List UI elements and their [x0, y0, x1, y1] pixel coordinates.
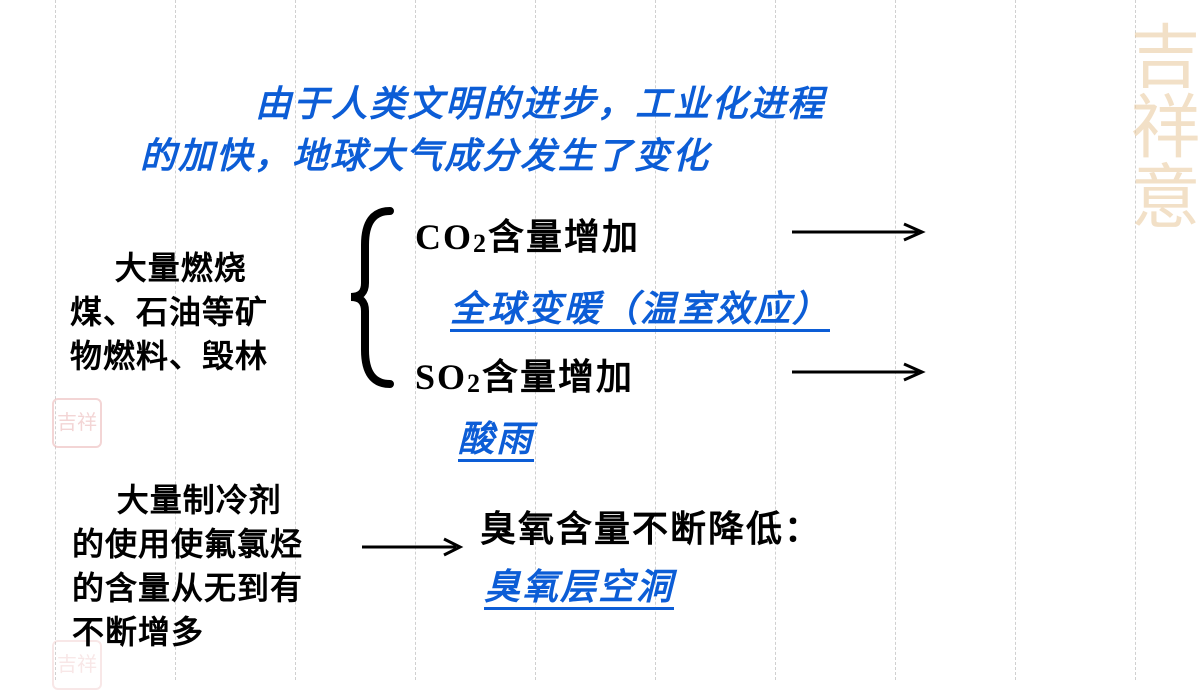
cause-2-line-2: 的使用使氟氯烃: [72, 522, 303, 566]
watermark-calligraphy: 吉祥意: [1127, 20, 1190, 230]
seal-stamp-1: 吉祥: [52, 398, 102, 448]
curly-brace: [345, 205, 400, 390]
cause-1-line-3: 物燃料、毁林: [70, 334, 268, 378]
effect-co2-row: CO2含量增加: [415, 208, 640, 260]
cause-1-line-1: 大量燃烧: [70, 246, 268, 290]
arrow-1: [790, 221, 935, 243]
effect-so2-label: SO2含量增加: [415, 348, 634, 400]
effect-so2-row: SO2含量增加: [415, 348, 634, 400]
effect-ozone-label: 臭氧含量不断降低：: [480, 500, 822, 552]
result-ozone-hole[interactable]: 臭氧层空洞: [484, 558, 674, 610]
arrow-2: [790, 361, 935, 383]
arrow-3: [360, 536, 472, 558]
result-acid-rain[interactable]: 酸雨: [458, 410, 534, 462]
cause-2-line-3: 的含量从无到有: [72, 566, 303, 610]
result-global-warming[interactable]: 全球变暖（温室效应）: [450, 280, 830, 332]
title-block: 由于人类文明的进步，工业化进程 的加快，地球大气成分发生了变化: [140, 78, 1060, 182]
title-line-1: 由于人类文明的进步，工业化进程: [140, 78, 1060, 130]
effect-co2-label: CO2含量增加: [415, 208, 640, 260]
cause-1-line-2: 煤、石油等矿: [70, 290, 268, 334]
title-line-2: 的加快，地球大气成分发生了变化: [140, 130, 1060, 182]
cause-2-block: 大量制冷剂 的使用使氟氯烃 的含量从无到有 不断增多: [72, 478, 303, 655]
cause-2-line-1: 大量制冷剂: [72, 478, 303, 522]
cause-2-line-4: 不断增多: [72, 610, 303, 654]
cause-1-block: 大量燃烧 煤、石油等矿 物燃料、毁林: [70, 246, 268, 378]
